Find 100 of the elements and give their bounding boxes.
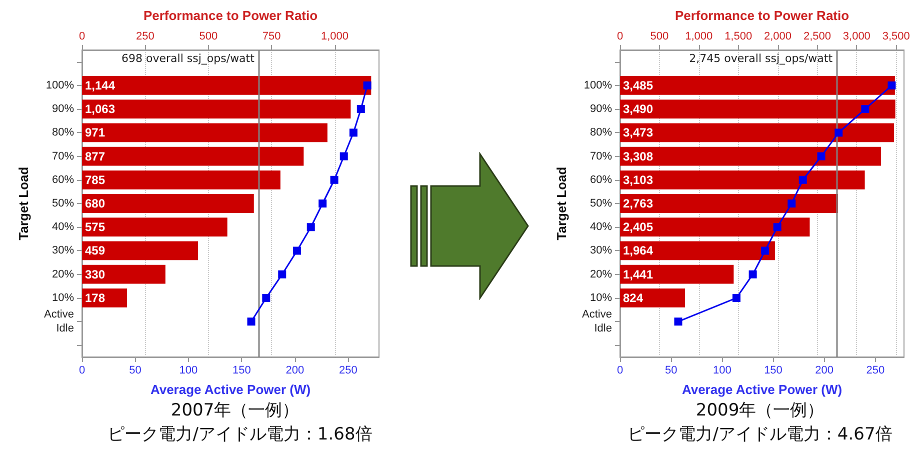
y-tick-label: 70% — [590, 150, 612, 162]
y-tick-label: 40% — [52, 221, 74, 234]
x2-tick-label: 500 — [199, 30, 218, 42]
data-label: 1,063 — [85, 102, 116, 116]
point — [247, 318, 256, 326]
x-tick-label: 0 — [616, 364, 624, 376]
x-tick-label: 200 — [286, 364, 304, 376]
y-tick-label: 60% — [590, 174, 612, 186]
data-label: 2,405 — [623, 220, 654, 234]
point — [834, 128, 843, 137]
y-tick-label: 80% — [590, 126, 612, 139]
x2-axis-title: Performance to Power Ratio — [674, 8, 850, 23]
data-label: 3,473 — [623, 126, 654, 140]
point — [798, 176, 807, 184]
x-tick-label: 100 — [712, 364, 732, 376]
point — [788, 200, 796, 208]
x-tick-label: 0 — [78, 364, 86, 376]
x2-tick-label: 1,000 — [685, 30, 713, 42]
data-label: 1,964 — [623, 244, 654, 258]
data-label: 1,441 — [623, 267, 654, 282]
data-label: 459 — [85, 244, 106, 258]
y-tick-label: 10% — [52, 292, 74, 304]
y-tick-label: 50% — [52, 198, 74, 210]
x-axis-title: Average Active Power (W) — [682, 382, 842, 397]
data-label: 3,490 — [623, 102, 654, 116]
point — [861, 105, 870, 114]
text: 2007年（一例） — [170, 400, 300, 420]
y-tick-label: 90% — [52, 103, 74, 116]
x-tick-label: 50 — [129, 364, 142, 376]
data-label: 3,103 — [623, 172, 654, 187]
y-tick-label: 30% — [590, 244, 612, 257]
x2-tick-label: 3,000 — [842, 30, 870, 42]
data-label: 178 — [85, 290, 106, 305]
y-tick-label: 100% — [46, 79, 74, 92]
point — [773, 223, 782, 232]
point — [761, 246, 770, 255]
point — [278, 270, 286, 278]
text: ピーク電力/アイドル電力：1.68倍 — [108, 424, 372, 444]
x2-tick-label: 0 — [78, 30, 86, 42]
data-label: 680 — [85, 196, 106, 210]
x2-tick-label: 0 — [616, 30, 624, 42]
y-tick-label: 80% — [52, 126, 74, 139]
y-tick-label: 100% — [584, 79, 612, 92]
y-axis-title: Target Load — [16, 166, 31, 240]
point — [674, 318, 682, 326]
point — [817, 152, 826, 160]
x2-tick-label: 2,000 — [764, 30, 792, 42]
data-label: 3,308 — [623, 149, 654, 164]
x2-tick-label: 500 — [650, 30, 669, 42]
data-label: 575 — [85, 220, 106, 234]
point — [748, 270, 757, 278]
data-label: 2,763 — [623, 196, 654, 210]
ref-line-label: 698 overall ssj_ops/watt — [122, 52, 256, 65]
point — [330, 176, 338, 184]
x2-tick-label: 1,000 — [321, 30, 349, 42]
point — [356, 105, 365, 114]
y-tick-label: 20% — [590, 268, 612, 280]
y-tick-label: 20% — [52, 268, 74, 280]
x-tick-label: 250 — [866, 364, 885, 376]
y-tick-label: 60% — [52, 174, 74, 186]
point — [340, 152, 348, 160]
point — [306, 223, 315, 232]
x-tick-label: 150 — [764, 364, 782, 376]
y-axis-title: Target Load — [554, 166, 569, 240]
x-tick-label: 250 — [338, 364, 358, 376]
y-tick-label: 50% — [590, 198, 612, 210]
point — [732, 294, 740, 302]
y-tick-label: 30% — [52, 244, 74, 257]
y-tick-label: 40% — [590, 221, 612, 234]
point — [888, 81, 896, 90]
x2-tick-label: 250 — [136, 30, 154, 42]
x-tick-label: 50 — [664, 364, 678, 376]
text: ピーク電力/アイドル電力：4.67倍 — [628, 424, 892, 444]
x2-tick-label: 750 — [262, 30, 281, 42]
y-tick-label: 10% — [590, 292, 612, 304]
point — [293, 246, 302, 255]
point — [349, 128, 358, 137]
data-label: 1,144 — [85, 78, 116, 92]
x-axis-title: Average Active Power (W) — [150, 382, 311, 397]
point — [262, 294, 270, 302]
x2-tick-label: 1,500 — [724, 30, 752, 42]
y-tick-label: 90% — [590, 103, 612, 116]
x-tick-label: 150 — [232, 364, 251, 376]
data-label: 824 — [623, 290, 644, 305]
data-label: 3,485 — [623, 78, 654, 92]
data-label: 330 — [85, 267, 106, 282]
y-tick-label: 70% — [52, 150, 74, 162]
x2-axis-title: Performance to Power Ratio — [143, 8, 318, 23]
text: 2009年（一例） — [696, 400, 824, 420]
point — [318, 200, 327, 208]
x-tick-label: 200 — [815, 364, 834, 376]
ref-line-label: 2,745 overall ssj_ops/watt — [689, 52, 834, 65]
x2-tick-label: 3,500 — [882, 30, 910, 42]
x2-tick-label: 2,500 — [803, 30, 831, 42]
y-tick-label: Active Idle — [582, 308, 612, 335]
y-tick-label: Active Idle — [44, 308, 74, 335]
data-label: 971 — [85, 126, 106, 140]
x-tick-label: 100 — [179, 364, 198, 376]
data-label: 877 — [85, 149, 106, 164]
point — [363, 81, 372, 90]
